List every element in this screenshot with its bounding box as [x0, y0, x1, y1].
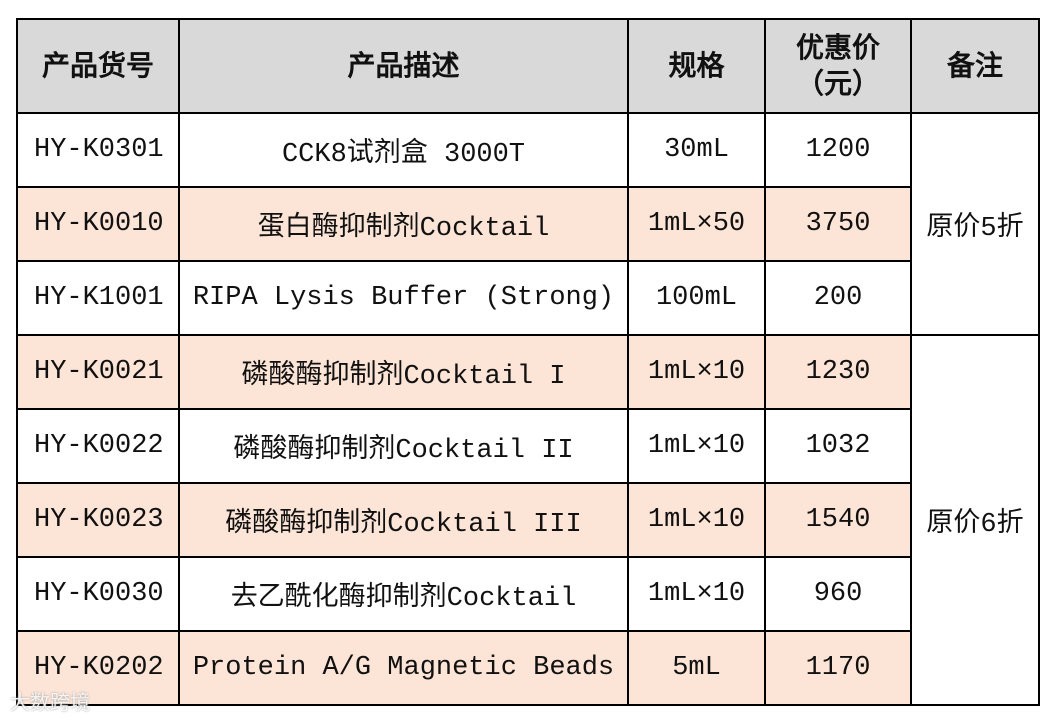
table-cell: 960 [764, 556, 912, 632]
table-cell: Protein A/G Magnetic Beads [178, 630, 629, 706]
table-row: HY-K0030 去乙酰化酶抑制剂Cocktail 1mL×10 960 [16, 556, 1039, 632]
table-cell: HY-K0023 [16, 482, 180, 558]
table-cell: 1mL×10 [627, 334, 766, 410]
table-cell: 磷酸酶抑制剂Cocktail III [178, 482, 629, 558]
table-cell: 1200 [764, 112, 912, 188]
table-cell: HY-K0010 [16, 186, 180, 262]
table-cell: 1mL×50 [627, 186, 766, 262]
table-row: HY-K0022 磷酸酶抑制剂Cocktail II 1mL×10 1032 [16, 408, 1039, 484]
table-cell: 1mL×10 [627, 556, 766, 632]
table-cell: 5mL [627, 630, 766, 706]
header-cell: 优惠价 （元） [764, 18, 912, 114]
table-cell: 200 [764, 260, 912, 336]
table-cell: CCK8试剂盒 3000T [178, 112, 629, 188]
table-cell: 1032 [764, 408, 912, 484]
table-cell: 100mL [627, 260, 766, 336]
header-cell: 规格 [627, 18, 766, 114]
table-cell: HY-K0021 [16, 334, 180, 410]
table-cell: 磷酸酶抑制剂Cocktail I [178, 334, 629, 410]
table-body: HY-K0301 CCK8试剂盒 3000T 30mL 1200 原价5折 HY-K001… [16, 112, 1040, 706]
remark-cell: 原价6折 [910, 334, 1040, 706]
header-cell: 产品描述 [178, 18, 629, 114]
table-row: HY-K0021 磷酸酶抑制剂Cocktail I 1mL×10 1230 原价6折 [16, 334, 1040, 706]
table-cell: HY-K0301 [16, 112, 180, 188]
table-cell: 1230 [764, 334, 912, 410]
table-cell: 1170 [764, 630, 912, 706]
header-cell: 备注 [910, 18, 1040, 114]
table-row: HY-K0202 Protein A/G Magnetic Beads 5mL 117… [16, 630, 1039, 706]
table-cell: 1540 [764, 482, 912, 558]
header-line: 优惠价 [795, 31, 880, 64]
remark-cell: 原价5折 [910, 112, 1040, 336]
header-row: 产品货号 产品描述 规格 优惠价 （元） 备注 [16, 18, 1040, 114]
table-cell: 1mL×10 [627, 482, 766, 558]
header-line: （元） [795, 67, 880, 100]
table-cell: HY-K1001 [16, 260, 180, 336]
table-row: HY-K0010 蛋白酶抑制剂Cocktail 1mL×50 3750 [16, 186, 1039, 262]
table-cell: 1mL×10 [627, 408, 766, 484]
table-cell: 磷酸酶抑制剂Cocktail II [178, 408, 629, 484]
table-cell: 3750 [764, 186, 912, 262]
table-cell: HY-K0202 [16, 630, 180, 706]
table-row: HY-K0023 磷酸酶抑制剂Cocktail III 1mL×10 1540 [16, 482, 1039, 558]
table-cell: 去乙酰化酶抑制剂Cocktail [178, 556, 629, 632]
table-cell: RIPA Lysis Buffer (Strong) [178, 260, 629, 336]
table-cell: 30mL [627, 112, 766, 188]
price-table: 产品货号 产品描述 规格 优惠价 （元） 备注 HY-K0301 CCK8试剂盒 3… [16, 18, 1040, 706]
watermark: 大数跨境 [10, 690, 90, 714]
header-cell: 产品货号 [16, 18, 180, 114]
table-row: HY-K0301 CCK8试剂盒 3000T 30mL 1200 原价5折 [16, 112, 1040, 336]
table-cell: HY-K0022 [16, 408, 180, 484]
table-row: HY-K1001 RIPA Lysis Buffer (Strong) 100mL 2… [16, 260, 1039, 336]
table-cell: 蛋白酶抑制剂Cocktail [178, 186, 629, 262]
table-cell: HY-K0030 [16, 556, 180, 632]
